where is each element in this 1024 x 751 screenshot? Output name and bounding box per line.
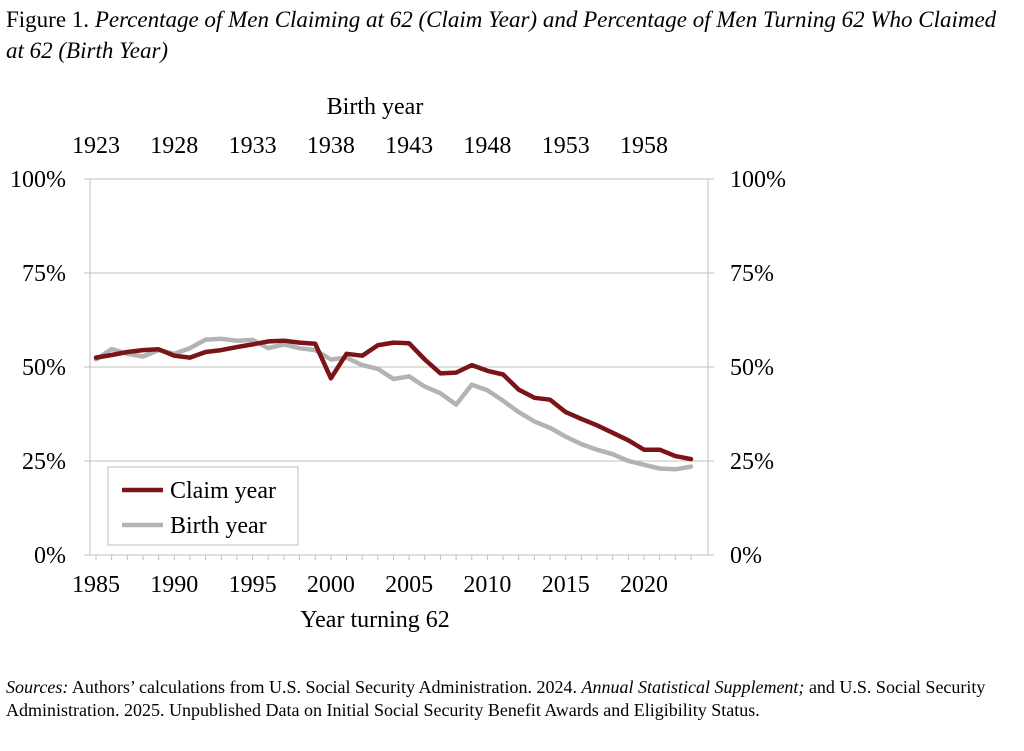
y-tick-label-right: 25% (730, 449, 774, 475)
figure-title: Figure 1. Percentage of Men Claiming at … (6, 4, 1016, 66)
y-tick-label-left: 75% (22, 261, 66, 287)
y-tick-label-right: 50% (730, 355, 774, 381)
legend: Claim year Birth year (107, 466, 299, 546)
x2-tick-label: 1928 (150, 133, 198, 159)
series-line-birth-year (93, 336, 694, 472)
series-group (93, 336, 694, 472)
x2-tick-label: 1948 (463, 133, 511, 159)
x2-axis-title: Birth year (327, 94, 424, 120)
x2-tick-label: 1953 (542, 133, 590, 159)
y-tick-label-right: 0% (730, 543, 762, 569)
x-tick-label: 2010 (463, 572, 511, 598)
sources-text-2: and U.S. Social Security Administration.… (6, 677, 986, 720)
figure-title-text: Percentage of Men Claiming at 62 (Claim … (6, 7, 997, 63)
x2-tick-label: 1943 (385, 133, 433, 159)
legend-label-birth-year: Birth year (170, 513, 267, 539)
x2-tick-label: 1923 (72, 133, 120, 159)
x2-tick-label: 1958 (620, 133, 668, 159)
series-line-claim-year (93, 338, 694, 462)
x-tick-label: 2015 (542, 572, 590, 598)
sources-italic: Annual Statistical Supplement; (581, 677, 805, 697)
x-tick-label: 1985 (72, 572, 120, 598)
x2-tick-label: 1938 (307, 133, 355, 159)
figure-label: Figure 1. (6, 7, 90, 32)
sources-note: Sources: Authors’ calculations from U.S.… (6, 676, 1016, 722)
y-tick-label-left: 50% (22, 355, 66, 381)
x-tick-label: 2000 (307, 572, 355, 598)
x-axis-title: Year turning 62 (300, 607, 450, 633)
legend-label-claim-year: Claim year (170, 478, 276, 504)
y-tick-label-right: 100% (730, 167, 786, 193)
axis-labels: 0% 0% 25% 25% 50% 50% 75% 75% 100% 100% 1985 1990 19… (10, 133, 786, 598)
y-tick-label-left: 25% (22, 449, 66, 475)
y-tick-label-right: 75% (730, 261, 774, 287)
gridlines (90, 272, 708, 462)
y-tick-label-left: 0% (34, 543, 66, 569)
sources-label: Sources: (6, 677, 69, 697)
x2-tick-label: 1933 (229, 133, 277, 159)
sources-text-1: Authors’ calculations from U.S. Social S… (71, 677, 577, 697)
legend-box (107, 466, 299, 546)
x-tick-label: 2020 (620, 572, 668, 598)
y-tick-label-left: 100% (10, 167, 66, 193)
ticks (84, 178, 714, 560)
x-tick-label: 2005 (385, 572, 433, 598)
x-tick-label: 1990 (150, 572, 198, 598)
x-tick-label: 1995 (229, 572, 277, 598)
